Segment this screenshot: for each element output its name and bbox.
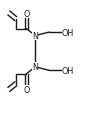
- Text: OH: OH: [62, 28, 74, 37]
- Text: OH: OH: [62, 66, 74, 75]
- Text: O: O: [23, 9, 30, 18]
- Text: O: O: [23, 85, 30, 94]
- Text: N: N: [32, 32, 38, 41]
- Text: N: N: [32, 63, 38, 72]
